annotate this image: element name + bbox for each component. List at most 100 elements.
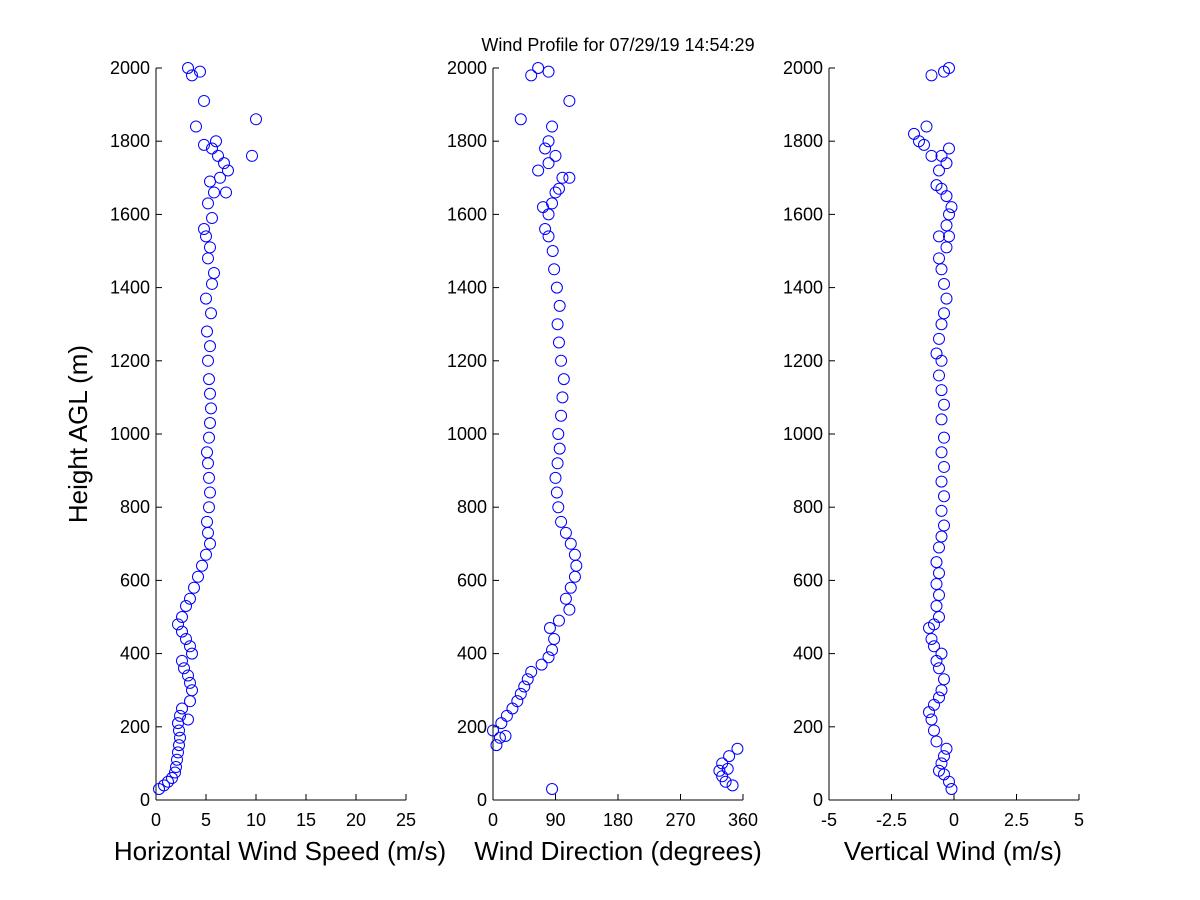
y-tick-label: 0 (477, 790, 487, 810)
data-point (930, 735, 943, 748)
data-point (200, 292, 212, 305)
data-point (176, 611, 188, 623)
data-point (190, 120, 202, 133)
data-point (940, 292, 953, 305)
y-tick-label: 1200 (447, 351, 487, 371)
y-tick-label: 1000 (447, 424, 487, 444)
data-point (563, 603, 576, 616)
y-tick-label: 600 (120, 570, 150, 590)
y-tick-label: 1000 (783, 424, 823, 444)
data-point (490, 739, 503, 752)
y-tick-label: 800 (793, 497, 823, 517)
y-tick-label: 600 (793, 570, 823, 590)
data-point (563, 94, 576, 107)
data-point (180, 632, 192, 645)
wind-direction-panel: 0 200 400 600 800 1000 1200 1400 1600 1800 2000 0 90… (447, 58, 758, 830)
data-point (202, 526, 214, 539)
data-point (176, 702, 188, 715)
data-point (938, 398, 950, 411)
data-point (169, 766, 181, 779)
data-point (162, 775, 174, 788)
data-point (930, 600, 943, 613)
y-tick-label: 1400 (447, 278, 487, 298)
y-tick-label: 1200 (110, 351, 150, 371)
data-point (943, 230, 955, 243)
data-point (198, 94, 210, 107)
data-point (204, 340, 216, 353)
x-tick-label: 25 (396, 810, 416, 830)
y-tick-label: 2000 (110, 58, 150, 78)
data-point (564, 581, 577, 594)
x-tick-label: 0 (488, 810, 498, 830)
data-point (925, 632, 938, 645)
data-point (925, 149, 938, 162)
data-point (204, 537, 216, 550)
data-point (559, 526, 572, 539)
data-point (935, 757, 948, 770)
data-point (933, 567, 945, 580)
data-point (194, 65, 206, 78)
y-tick-label: 200 (120, 717, 150, 737)
figure-title: Wind Profile for 07/29/19 14:54:29 (481, 35, 754, 55)
data-point (212, 149, 224, 162)
data-point (935, 475, 948, 488)
data-point (930, 556, 943, 569)
data-point (546, 197, 559, 210)
data-point (204, 417, 216, 430)
y-tick-label: 1800 (783, 131, 823, 151)
data-point (557, 373, 570, 386)
data-point (525, 665, 538, 678)
data-point (713, 764, 726, 777)
x-tick-label: 0 (949, 810, 959, 830)
data-point (511, 695, 524, 708)
data-point (514, 687, 527, 700)
data-point (930, 654, 943, 667)
data-point (552, 614, 565, 627)
data-point (933, 691, 945, 704)
data-point (182, 62, 194, 74)
data-point (201, 446, 213, 459)
data-point (908, 127, 920, 140)
data-point (170, 761, 182, 774)
data-point (935, 384, 948, 397)
data-point (184, 676, 196, 689)
data-point (935, 413, 948, 426)
data-point (930, 347, 943, 360)
data-point (546, 120, 559, 133)
data-point (935, 530, 948, 543)
y-tick-label: 800 (120, 497, 150, 517)
x-tick-label: 20 (346, 810, 366, 830)
data-point (173, 739, 185, 752)
data-point (933, 662, 945, 675)
data-point (933, 230, 945, 243)
data-point (563, 171, 576, 184)
data-point (938, 460, 950, 473)
data-point (549, 186, 562, 199)
data-point (206, 142, 218, 155)
data-point (196, 559, 208, 572)
data-point (943, 775, 955, 788)
data-point (568, 570, 581, 583)
data-point (938, 277, 950, 290)
data-point (201, 515, 213, 528)
y-tick-label: 1600 (110, 204, 150, 224)
data-point (933, 589, 945, 602)
data-point (499, 729, 512, 742)
data-point (514, 113, 527, 126)
x-tick-label: -5 (821, 810, 837, 830)
data-point (552, 182, 565, 195)
data-point (542, 135, 555, 148)
data-point (172, 618, 184, 631)
x-axis-label-direction: Wind Direction (degrees) (474, 836, 762, 866)
y-tick-label: 400 (120, 644, 150, 664)
data-point (186, 647, 198, 660)
data-point (202, 197, 214, 210)
data-point (716, 757, 729, 770)
data-point (204, 486, 216, 499)
data-point (198, 138, 210, 151)
data-point (202, 252, 214, 265)
data-point (933, 369, 945, 382)
data-point (943, 208, 955, 221)
y-tick-label: 0 (140, 790, 150, 810)
